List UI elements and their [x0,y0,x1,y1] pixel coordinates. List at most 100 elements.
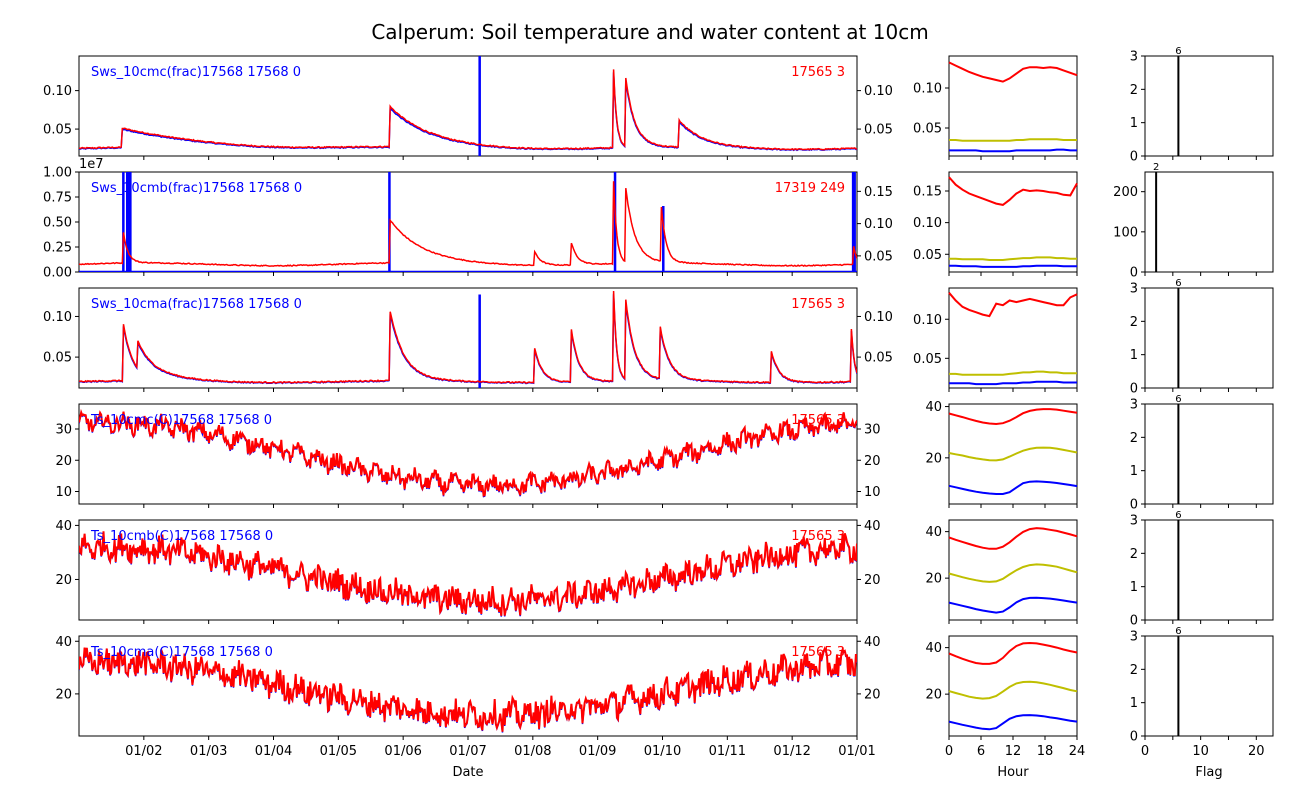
x-tick-label: 18 [1037,744,1054,759]
series-label-right: 17319 249 [775,181,845,196]
diurnal-max-line [948,292,1078,318]
y-tick-label: 0 [1130,730,1138,745]
flag-panel-2: 0 100 200 2 [1113,162,1274,281]
y-tick-label: 0 [1130,382,1138,397]
axes-frame [78,171,858,273]
series-group [79,645,857,733]
panel-Ts_10cmc: 10 20 30 10 20 30 Ts_10cmc(C)17568 17568 0 1756… [55,403,881,508]
series-label-left: Ts_10cmc(C)17568 17568 0 [90,413,272,428]
flag-bar [1177,520,1180,620]
time-series-panels: 0.05 0.10 0.05 0.10 Sws_10cmc(frac)17568 175… [43,55,893,759]
y-tick-label: 40 [925,400,942,415]
flag-count-label: 2 [1153,162,1159,173]
y-tick-label: 20 [925,451,942,466]
flag-count-label: 6 [1175,510,1181,521]
diurnal-mean-line [948,446,1078,462]
x-tick-label: 6 [977,744,985,759]
left-tick-label: 10 [55,485,72,500]
right-tick-label: 20 [864,454,881,469]
y-tick-label: 100 [1113,225,1138,240]
axes-frame [948,171,1078,273]
series-label-right: 17565 3 [791,413,845,428]
axes-frame [78,287,858,389]
axes-frame [948,519,1078,621]
right-tick-label: 0.05 [864,123,893,138]
y-tick-label: 0.10 [913,216,942,231]
right-tick-label: 0.15 [864,185,893,200]
figure-title: Calperum: Soil temperature and water con… [371,20,928,44]
left-tick-label: 0.00 [43,266,72,281]
series-line-right [79,69,857,151]
left-tick-label: 0.05 [43,123,72,138]
flag-count-label: 6 [1175,394,1181,405]
diurnal-panel-3: 0.05 0.10 [913,287,1078,392]
series-label-right: 17565 3 [791,529,845,544]
x-tick-label: 01/06 [384,744,421,759]
diurnal-min-line [948,714,1078,731]
left-tick-label: 40 [55,519,72,534]
diurnal-mean-line [949,138,1077,142]
axes-frame [1144,55,1274,157]
series-line-right [79,531,857,616]
diurnal-min-line [948,596,1078,614]
axes-frame [78,519,858,621]
y-tick-label: 1 [1130,348,1138,363]
flag-count-label: 6 [1175,626,1181,637]
left-tick-label: 20 [55,573,72,588]
series-label-left: Sws_10cmb(frac)17568 17568 0 [91,181,302,196]
diurnal-max-line [948,641,1078,665]
x-tick-label: 01/03 [190,744,227,759]
x-axis-label-flag: Flag [1195,765,1222,780]
x-tick-label: 01/11 [709,744,746,759]
series-group [79,531,857,617]
series-group [79,56,857,156]
series-label-left: Sws_10cma(frac)17568 17568 0 [91,297,302,312]
y-tick-label: 40 [925,525,942,540]
axes-frame [1144,171,1274,273]
x-axis-label-date: Date [452,765,483,780]
right-tick-label: 0.10 [864,217,893,232]
series-line-right [79,645,857,732]
y-tick-label: 1 [1130,696,1138,711]
right-tick-label: 40 [864,519,881,534]
flag-panel-5: 0 1 2 3 6 [1130,510,1274,629]
series-group [79,408,857,498]
y-tick-label: 0 [1130,266,1138,281]
series-label-right: 17565 3 [791,297,845,312]
series-label-left: Ts_10cma(C)17568 17568 0 [90,645,273,660]
diurnal-max-line [948,527,1078,550]
axes-frame [948,287,1078,389]
x-tick-label: 0 [1141,744,1149,759]
series-line-right [79,408,857,497]
x-tick-label: 01/02 [125,744,162,759]
y-tick-label: 3 [1130,630,1138,645]
x-tick-label: 10 [1192,744,1209,759]
diurnal-panel-2: 0.05 0.10 0.15 [913,171,1078,276]
y-tick-label: 3 [1130,282,1138,297]
diurnal-min-line [949,148,1077,153]
diurnal-mean-line [948,680,1078,700]
y-tick-label: 1 [1130,464,1138,479]
y-tick-label: 2 [1130,83,1138,98]
panel-Sws_10cma: 0.05 0.10 0.05 0.10 Sws_10cma(frac)17568 175… [43,287,893,392]
right-tick-label: 40 [864,635,881,650]
right-tick-label: 30 [864,423,881,438]
axes-frame [1144,519,1274,621]
diurnal-panels: 0.050.100.050.100.150.050.10204020402040… [913,55,1085,759]
y-tick-label: 40 [925,641,942,656]
x-tick-label: 01/01 [838,744,875,759]
axis-multiplier: 1e7 [79,157,104,172]
x-tick-label: 0 [945,744,953,759]
x-tick-label: 01/12 [773,744,810,759]
flag-bar [1177,56,1180,156]
axes-frame [1144,287,1274,389]
x-tick-label: 01/04 [255,744,292,759]
y-tick-label: 0 [1130,614,1138,629]
y-tick-label: 2 [1130,431,1138,446]
series-line-right [79,290,857,384]
y-tick-label: 3 [1130,398,1138,413]
left-tick-label: 0.10 [43,310,72,325]
left-tick-label: 0.05 [43,351,72,366]
